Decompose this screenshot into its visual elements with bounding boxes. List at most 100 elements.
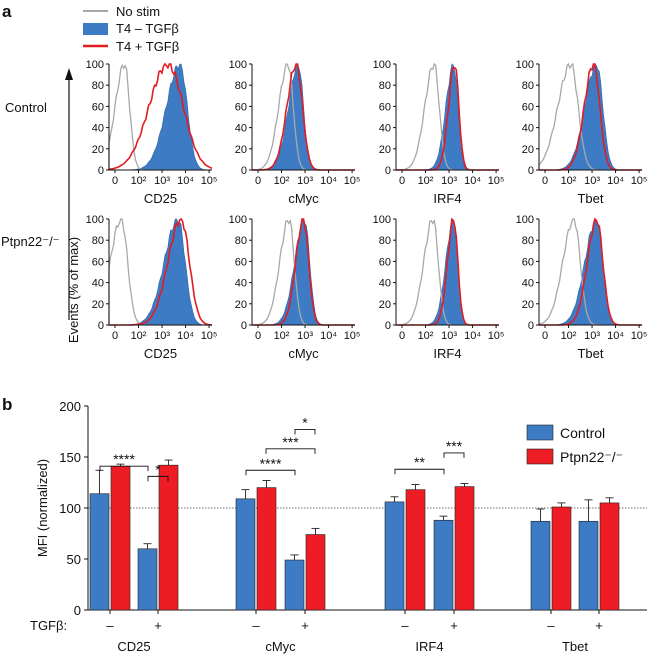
hist-marker-label: cMyc: [288, 191, 319, 206]
hist-x-tick-label: 10³: [297, 175, 313, 187]
bracket-line: [394, 468, 445, 475]
hist-y-tick-label: 80: [379, 235, 391, 247]
significance-bracket: ***: [265, 434, 316, 454]
hist-x-tick-label: 10²: [561, 175, 577, 187]
hist-x-tick-label: 10²: [274, 175, 290, 187]
hist-y-tick-label: 0: [385, 165, 391, 177]
condition-label: +: [301, 618, 309, 633]
condition-label: –: [106, 618, 114, 633]
hist-x-tick-label: 10⁵: [201, 330, 218, 342]
hist-x-tick-label: 10³: [584, 330, 600, 342]
hist-marker-label: IRF4: [433, 191, 461, 206]
hist-fill-t4-minus: [539, 63, 642, 171]
hist-y-tick-label: 0: [98, 165, 104, 177]
bar-control: [578, 520, 599, 611]
hist-marker-label: Tbet: [577, 191, 603, 206]
bar-legend-label: Ptpn22⁻/⁻: [560, 449, 623, 465]
hist-x-tick-label: 10⁴: [607, 175, 624, 187]
hist-marker-label: Tbet: [577, 346, 603, 361]
hist-y-tick-label: 0: [528, 165, 534, 177]
bar-ptpn22: [599, 502, 620, 611]
hist-y-tick-label: 40: [379, 278, 391, 290]
hist-y-tick-label: 20: [379, 299, 391, 311]
hist-x-tick-label: 0: [399, 175, 405, 187]
bracket-line: [99, 465, 149, 472]
bar-y-tick-label: 0: [74, 603, 81, 618]
bar-ptpn22: [305, 534, 326, 611]
hist-x-tick-label: 0: [255, 175, 261, 187]
hist-x-tick-label: 0: [255, 330, 261, 342]
hist-x-tick-label: 10²: [561, 330, 577, 342]
condition-label: +: [154, 618, 162, 633]
bar-group-irf4: – + IRF4: [384, 483, 475, 654]
bar-legend-swatch: [526, 448, 554, 465]
hist-x-tick-label: 10⁴: [177, 330, 194, 342]
hist-y-tick-label: 60: [379, 256, 391, 268]
events-axis-label: Events (% of max): [66, 237, 81, 343]
histogram-cmyc-row1: 100 80 60 40 20 00 10² 10³ 10⁴ 10⁵ cMyc: [229, 59, 361, 206]
hist-y-tick-label: 20: [379, 144, 391, 156]
hist-y-tick-label: 0: [98, 320, 104, 332]
legend-label-no-stim: No stim: [116, 4, 160, 19]
hist-x-tick-label: 10⁵: [631, 175, 648, 187]
hist-x-tick-label: 10²: [418, 175, 434, 187]
hist-y-tick-label: 100: [229, 214, 247, 226]
hist-x-tick-label: 10²: [418, 330, 434, 342]
hist-fill-t4-minus: [396, 218, 499, 326]
hist-y-tick-label: 60: [235, 256, 247, 268]
hist-x-tick-label: 10⁴: [607, 330, 624, 342]
hist-x-tick-label: 10⁴: [320, 330, 337, 342]
legend-swatch-t4-minus: [83, 23, 108, 35]
histogram-cmyc-row2: 100 80 60 40 20 00 10² 10³ 10⁴ 10⁵ cMyc: [229, 214, 361, 361]
significance-label: **: [414, 454, 425, 470]
significance-label: *: [302, 414, 308, 430]
hist-x-tick-label: 10⁵: [631, 330, 648, 342]
significance-label: *: [155, 461, 161, 477]
hist-y-tick-label: 80: [92, 80, 104, 92]
bar-legend-swatch: [526, 424, 554, 441]
hist-marker-label: IRF4: [433, 346, 461, 361]
hist-y-tick-label: 60: [92, 101, 104, 113]
hist-x-tick-label: 0: [542, 330, 548, 342]
events-axis-arrowhead: [65, 68, 73, 80]
group-label: Tbet: [562, 639, 588, 654]
hist-y-tick-label: 20: [235, 144, 247, 156]
hist-x-tick-label: 10⁴: [464, 330, 481, 342]
bracket-line: [245, 469, 296, 476]
bar-legend-entry: Ptpn22⁻/⁻: [526, 448, 623, 465]
tgfb-condition-label: TGFβ:: [30, 618, 67, 633]
bar-group-cd25: – + CD25: [89, 459, 179, 654]
histogram-tbet-row1: 100 80 60 40 20 00 10² 10³ 10⁴ 10⁵ Tbet: [516, 59, 648, 206]
significance-bracket: ****: [245, 455, 296, 476]
condition-label: –: [547, 618, 555, 633]
bar-control: [89, 493, 110, 611]
hist-x-tick-label: 0: [399, 330, 405, 342]
hist-x-tick-label: 10⁵: [488, 175, 505, 187]
bar-control: [384, 501, 405, 611]
hist-y-tick-label: 40: [522, 278, 534, 290]
hist-y-tick-label: 60: [92, 256, 104, 268]
bar-control: [137, 548, 158, 611]
condition-label: +: [450, 618, 458, 633]
bar-y-tick-label: 200: [59, 399, 81, 414]
significance-label: ****: [260, 455, 282, 471]
bracket-line: [147, 475, 169, 482]
hist-y-tick-label: 80: [522, 235, 534, 247]
hist-marker-label: CD25: [144, 346, 177, 361]
histogram-cd25-row1: 100 80 60 40 20 00 10² 10³ 10⁴ 10⁵ CD25: [86, 59, 218, 206]
histogram-irf4-row2: 100 80 60 40 20 00 10² 10³ 10⁴ 10⁵ IRF4: [373, 214, 505, 361]
hist-x-tick-label: 0: [112, 330, 118, 342]
hist-marker-label: CD25: [144, 191, 177, 206]
bar-legend-label: Control: [560, 425, 605, 441]
hist-y-tick-label: 40: [522, 123, 534, 135]
hist-x-tick-label: 10³: [154, 330, 170, 342]
events-axis: Events (% of max): [65, 68, 81, 343]
hist-y-tick-label: 20: [522, 144, 534, 156]
hist-y-tick-label: 20: [235, 299, 247, 311]
hist-x-tick-label: 10⁵: [201, 175, 218, 187]
bar-ptpn22: [110, 465, 131, 611]
hist-x-tick-label: 10⁴: [320, 175, 337, 187]
